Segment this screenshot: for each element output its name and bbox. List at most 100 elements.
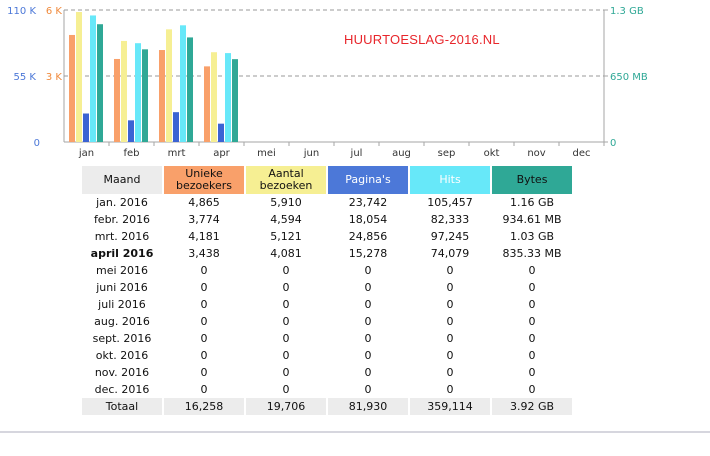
row-bytes: 934.61 MB (502, 213, 562, 226)
table-row: juni 2016 0 0 0 0 0 (82, 279, 572, 296)
row-visits: 0 (282, 298, 290, 311)
x-axis-tick-label: jul (350, 148, 363, 159)
row-hits: 0 (446, 315, 454, 328)
x-axis-tick-label: nov (527, 148, 545, 159)
site-watermark: HUURTOESLAG-2016.NL (344, 32, 500, 47)
header-pages: Pagina's (328, 166, 408, 194)
monthly-bar-chart: 110 K 55 K 0 6 K 3 K 1.3 GB 650 MB 0 jan feb mrt ap… (7, 6, 648, 159)
row-hits: 0 (446, 349, 454, 362)
bar (97, 24, 103, 142)
row-month: juni 2016 (96, 281, 148, 294)
row-bytes: 0 (528, 264, 536, 277)
bar (69, 34, 75, 142)
total-label: Totaal (82, 398, 162, 415)
table-row: nov. 2016 0 0 0 0 0 (82, 364, 572, 381)
bar (218, 123, 224, 142)
bar (187, 37, 193, 142)
row-bytes: 835.33 MB (502, 247, 562, 260)
right-axis-tick-label: 1.3 GB (610, 6, 644, 17)
header-hits: Hits (410, 166, 490, 194)
bar (114, 58, 120, 142)
row-month: jan. 2016 (96, 196, 148, 209)
bar (211, 52, 217, 142)
row-hits: 0 (446, 264, 454, 277)
row-bytes: 1.16 GB (509, 196, 555, 209)
table-row: aug. 2016 0 0 0 0 0 (82, 313, 572, 330)
table-row: jan. 2016 4,865 5,910 23,742 105,457 1.16 GB (82, 194, 572, 211)
row-pages: 0 (364, 264, 372, 277)
mid-axis-tick-label: 6 K (46, 6, 63, 17)
row-month: sept. 2016 (92, 332, 152, 345)
bar (180, 25, 186, 142)
bar (135, 43, 141, 142)
row-month: nov. 2016 (94, 366, 150, 379)
bar (173, 112, 179, 142)
row-hits: 0 (446, 332, 454, 345)
row-month: okt. 2016 (95, 349, 149, 362)
total-unique-visitors: 16,258 (164, 398, 244, 415)
mid-axis-tick-label: 3 K (46, 72, 63, 83)
row-hits: 0 (446, 298, 454, 311)
bar (76, 11, 82, 143)
row-pages: 24,856 (348, 230, 388, 243)
row-pages: 0 (364, 315, 372, 328)
x-axis-tick-label: apr (213, 148, 230, 159)
row-bytes: 1.03 GB (509, 230, 555, 243)
row-unique-visitors: 3,774 (188, 213, 220, 226)
bar (232, 59, 238, 142)
x-axis-tick-label: jan (78, 148, 94, 159)
header-visits: Aantal bezoeken (246, 166, 326, 194)
row-bytes: 0 (528, 383, 536, 396)
header-month: Maand (82, 166, 162, 194)
row-visits: 0 (282, 349, 290, 362)
row-pages: 0 (364, 281, 372, 294)
row-hits: 0 (446, 383, 454, 396)
row-hits: 0 (446, 281, 454, 294)
row-month: juli 2016 (98, 298, 146, 311)
page-divider (0, 431, 710, 433)
x-axis-tick-label: mrt (168, 148, 186, 159)
row-pages: 0 (364, 332, 372, 345)
total-pages: 81,930 (328, 398, 408, 415)
table-row: okt. 2016 0 0 0 0 0 (82, 347, 572, 364)
x-axis-tick-label: feb (123, 148, 139, 159)
row-bytes: 0 (528, 281, 536, 294)
table-header-row: Maand Unieke bezoekers Aantal bezoeken Pag… (82, 166, 572, 194)
row-month: dec. 2016 (94, 383, 150, 396)
row-pages: 0 (364, 366, 372, 379)
table-row: dec. 2016 0 0 0 0 0 (82, 381, 572, 398)
row-bytes: 0 (528, 366, 536, 379)
row-unique-visitors: 4,181 (188, 230, 220, 243)
bar (121, 40, 127, 142)
bar (90, 15, 96, 143)
row-unique-visitors: 0 (200, 366, 208, 379)
row-unique-visitors: 3,438 (188, 247, 220, 260)
row-hits: 74,079 (430, 247, 470, 260)
table-row: april 2016 3,438 4,081 15,278 74,079 835.33 M… (82, 245, 572, 262)
x-axis-tick-label: okt (484, 148, 500, 159)
row-pages: 18,054 (348, 213, 388, 226)
row-unique-visitors: 0 (200, 349, 208, 362)
row-visits: 0 (282, 315, 290, 328)
x-axis-tick-label: jun (303, 148, 319, 159)
right-axis-tick-label: 650 MB (610, 72, 648, 83)
row-unique-visitors: 0 (200, 281, 208, 294)
row-bytes: 0 (528, 349, 536, 362)
row-hits: 97,245 (430, 230, 470, 243)
row-pages: 0 (364, 349, 372, 362)
table-row: juli 2016 0 0 0 0 0 (82, 296, 572, 313)
table-row: febr. 2016 3,774 4,594 18,054 82,333 934.61 M… (82, 211, 572, 228)
bar (225, 53, 231, 142)
right-axis-tick-label: 0 (610, 138, 616, 149)
x-axis-tick-label: dec (573, 148, 591, 159)
row-visits: 0 (282, 264, 290, 277)
row-unique-visitors: 0 (200, 298, 208, 311)
row-month: aug. 2016 (94, 315, 150, 328)
row-pages: 15,278 (348, 247, 388, 260)
bar (204, 66, 210, 142)
total-visits: 19,706 (246, 398, 326, 415)
row-bytes: 0 (528, 315, 536, 328)
row-month: april 2016 (90, 247, 154, 260)
bar (128, 120, 134, 142)
total-bytes: 3.92 GB (492, 398, 572, 415)
